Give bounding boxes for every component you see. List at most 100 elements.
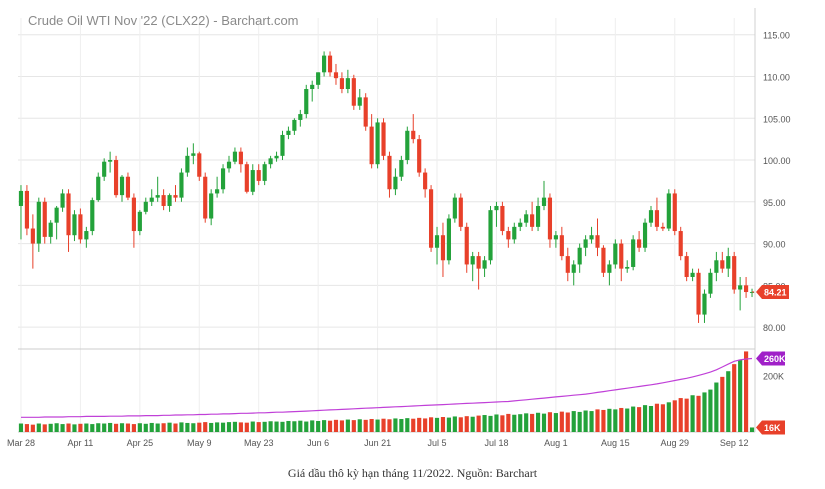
volume-bar xyxy=(642,405,648,432)
candle-body xyxy=(684,256,689,277)
candle-body xyxy=(654,210,660,227)
candle-body xyxy=(535,205,541,227)
candle-body xyxy=(547,197,553,240)
volume-bar xyxy=(197,422,202,432)
volume-bar xyxy=(155,423,160,432)
chart-svg: 80.0085.0090.0095.00100.00105.00110.0011… xyxy=(7,8,791,448)
candle-body xyxy=(66,193,71,236)
candle-body xyxy=(500,205,505,232)
volume-bar xyxy=(280,421,285,432)
volume-tick-label: 200K xyxy=(763,371,784,381)
volume-bar xyxy=(72,424,77,432)
candle-body xyxy=(696,272,701,315)
candle-body xyxy=(678,231,683,257)
candle-body xyxy=(316,72,321,85)
candle-body xyxy=(48,222,53,237)
candle-body xyxy=(607,264,612,273)
candle-body xyxy=(726,256,731,269)
candle-body xyxy=(690,272,695,277)
volume-badge xyxy=(756,420,785,435)
volume-bar xyxy=(339,420,345,432)
x-tick-label: May 9 xyxy=(187,438,212,448)
price-tick-label: 95.00 xyxy=(763,198,786,208)
candle-body xyxy=(720,260,725,269)
volume-bar xyxy=(470,416,475,432)
volume-bar xyxy=(191,423,196,432)
volume-bar xyxy=(571,411,576,432)
volume-bar xyxy=(512,414,517,432)
volume-bar xyxy=(506,413,511,432)
candle-body xyxy=(393,176,398,190)
volume-bar xyxy=(482,415,487,432)
candle-body xyxy=(666,193,671,229)
volume-bar xyxy=(583,410,588,432)
candle-body xyxy=(143,201,148,212)
volume-bar xyxy=(244,422,249,432)
volume-bar xyxy=(678,398,683,432)
candle-body xyxy=(571,264,576,273)
candle-body xyxy=(744,285,749,293)
candle-body xyxy=(482,260,487,269)
candle-body xyxy=(708,272,713,294)
candle-body xyxy=(648,210,654,223)
candle-body xyxy=(54,207,59,223)
volume-bar xyxy=(60,424,65,432)
volume-bar xyxy=(256,422,261,432)
volume-bar xyxy=(547,412,553,432)
volume-bar xyxy=(327,420,333,432)
volume-bar xyxy=(179,422,184,432)
candle-body xyxy=(137,211,142,232)
volume-bar xyxy=(631,406,636,432)
candle-body xyxy=(250,170,255,192)
volume-bar xyxy=(732,364,737,432)
candle-body xyxy=(357,97,362,106)
volume-bar xyxy=(535,412,541,432)
volume-bar xyxy=(518,414,523,432)
volume-bar xyxy=(601,409,606,432)
candle-body xyxy=(125,176,131,198)
candle-body xyxy=(60,193,65,208)
candle-body xyxy=(84,231,89,240)
candle-body xyxy=(167,195,172,206)
candle-body xyxy=(161,195,166,206)
candle-body xyxy=(565,256,570,273)
candle-body xyxy=(399,160,404,177)
volume-bar xyxy=(143,423,148,432)
volume-bar xyxy=(434,417,440,432)
x-tick-label: Aug 15 xyxy=(601,438,630,448)
candle-body xyxy=(36,201,41,244)
volume-bar xyxy=(625,408,630,432)
chart-title: Crude Oil WTI Nov '22 (CLX22) - Barchart… xyxy=(28,13,299,28)
x-tick-label: Jun 21 xyxy=(364,438,391,448)
volume-bar xyxy=(738,359,743,432)
candle-body xyxy=(506,231,511,240)
volume-bar xyxy=(553,413,558,432)
candle-body xyxy=(488,210,493,261)
candle-body xyxy=(18,190,24,206)
volume-bar xyxy=(125,423,131,432)
volume-bar xyxy=(411,418,416,432)
candle-body xyxy=(292,119,297,131)
candle-body xyxy=(458,197,463,227)
figure-caption: Giá dầu thô kỳ hạn tháng 11/2022. Nguồn:… xyxy=(287,466,538,480)
x-tick-label: Apr 25 xyxy=(127,438,154,448)
candle-body xyxy=(423,172,428,190)
volume-badge-label: 16K xyxy=(764,423,781,433)
candle-body xyxy=(119,176,125,196)
volume-bar xyxy=(304,421,309,432)
candle-body xyxy=(387,155,392,190)
volume-bar xyxy=(54,423,59,432)
volume-bar xyxy=(749,427,755,432)
volume-bar xyxy=(666,402,671,432)
volume-bar xyxy=(173,423,178,432)
candle-body xyxy=(226,161,232,169)
candle-body xyxy=(381,122,386,156)
candle-body xyxy=(238,151,243,165)
candle-body xyxy=(434,235,440,248)
candle-body xyxy=(524,214,529,223)
volume-bar xyxy=(708,389,713,432)
volume-bar xyxy=(726,371,731,432)
volume-bar xyxy=(577,411,582,432)
candle-body xyxy=(322,55,327,73)
x-tick-label: Aug 29 xyxy=(660,438,689,448)
